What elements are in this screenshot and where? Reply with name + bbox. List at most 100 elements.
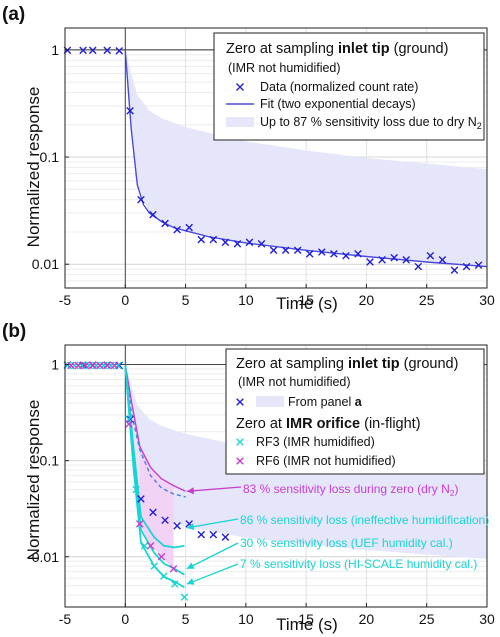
rf6-point [125,420,133,428]
sensitivity-loss-band [125,49,488,267]
data-point [161,516,169,525]
rf6-point [88,361,97,370]
data-point [366,258,374,266]
data-point [185,223,193,232]
series-line-curve-2 [124,365,185,549]
y-tick-label: 0.01 [32,256,59,272]
x-tick-label: 20 [359,611,375,627]
panel-b-label: (b) [2,321,26,342]
y-tick-label: 0.1 [40,149,60,165]
rf3-point [180,593,189,601]
axes-frame [64,27,488,289]
arrowhead-icon [186,578,195,585]
data-point [137,495,145,503]
annotation-arrow [186,486,242,492]
data-point [209,235,218,244]
data-point [161,219,169,228]
y-tick-label: 0.01 [32,549,59,565]
x-tick-label: -5 [59,292,72,308]
rf3-point [170,580,179,588]
x-tick-label: 0 [121,292,129,308]
data-point [233,240,242,248]
arrowhead-icon [186,523,195,531]
data-point [269,246,278,255]
legend-rf6-label: RF6 (IMR not humidified) [256,454,396,468]
data-point [378,255,386,264]
rf6-point [103,361,111,370]
data-point [245,238,254,247]
data-point [474,261,483,269]
axes-frame [64,344,488,608]
data-point [354,250,362,258]
data-point [88,46,97,55]
x-tick-label: 0 [121,611,129,627]
legend-x-marker [236,438,244,446]
data-point [221,238,230,247]
data-point [426,251,435,260]
data-point [257,240,266,248]
data-point [103,46,111,55]
rf6-point [81,361,90,370]
legend-box [213,32,485,141]
panel-a-label: (a) [2,4,25,25]
data-point [137,195,145,204]
legend-x-marker [236,457,244,465]
legend-title: Zero at sampling inlet tip (ground) [226,41,448,57]
legend-rf3-marker-icon [236,438,244,446]
legend-box [225,348,485,475]
legend-rf6-marker-icon [236,457,244,465]
annotation-hi-scale: 7 % sensitivity loss (HI-SCALE humidity … [240,557,477,571]
x-tick-label: -5 [59,611,72,627]
rf3-point [160,572,168,580]
annotation-arrows [186,486,242,585]
y-tick-label: 1 [51,357,59,373]
arrowhead-icon [186,487,195,495]
rf3-point [150,562,159,570]
series-line-curve-1 [124,365,186,498]
data-point [402,255,411,264]
legend-band-swatch [226,117,254,127]
x-tick-label: 10 [238,292,254,308]
annotation-uef: 30 % sensitivity loss (UEF humidity cal.… [240,536,453,550]
data-point [173,522,181,530]
arrowhead-icon [186,562,195,569]
data-point [149,508,157,517]
x-tick-label: 30 [479,292,495,308]
data-point [293,246,302,255]
annotation-rf6-loss: 83 % sensitivity loss during zero (dry N… [243,482,458,498]
legend-fit-label: Fit (two exponential decays) [260,97,416,111]
x-tick-label: 5 [182,611,190,627]
annotation-arrow [186,563,239,585]
panel-a-legend: Zero at sampling inlet tip (ground) (IMR… [213,32,485,141]
panel-b-ylabel: Normalized response [24,400,43,561]
legend-title: Zero at sampling inlet tip (ground) [236,356,458,372]
legend-panel-ref: From panel a [288,395,363,409]
data-point [342,251,350,260]
panel-b-legend: Zero at sampling inlet tip (ground) (IMR… [225,348,485,475]
x-tick-label: 10 [238,611,254,627]
panel-a-xlabel: Time (s) [276,294,338,313]
x-tick-label: 5 [182,292,190,308]
data-point [79,46,87,55]
rf6-point [146,542,155,550]
legend-band-label: Up to 87 % sensitivity loss due to dry N… [260,115,482,131]
rf6-point [110,361,119,370]
annotation-arrow [186,542,239,570]
data-point [438,255,447,264]
legend-x-marker [236,83,244,91]
annotation-arrow [186,518,239,529]
panel-a-ylabel: Normalized response [24,87,43,248]
x-tick-label: 30 [479,611,495,627]
legend-data-marker-icon [236,83,244,91]
legend-subtitle: (IMR not humidified) [228,61,341,75]
rf6-point [67,361,75,370]
rf6-point [96,361,104,370]
data-point [390,253,398,262]
data-point [414,262,423,271]
legend-data-label: Data (normalized count rate) [260,80,418,94]
legend-rf3-label: RF3 (IMR humidified) [256,435,375,449]
legend-subtitle: (IMR not humidified) [238,375,351,389]
annotation-rf3-ineffective: 86 % sensitivity loss (ineffective humid… [240,513,489,527]
data-point [462,262,471,271]
